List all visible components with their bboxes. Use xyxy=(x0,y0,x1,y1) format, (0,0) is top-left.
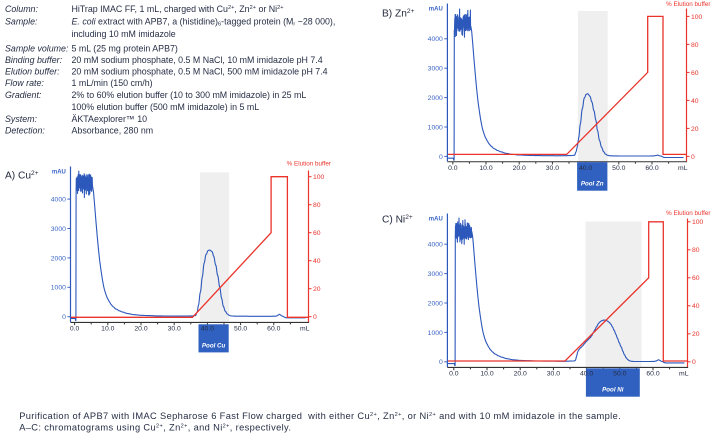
svg-text:0.0: 0.0 xyxy=(448,165,458,172)
svg-text:80: 80 xyxy=(691,42,699,49)
svg-text:20 mM sodium phosphate, 0.5 M: 20 mM sodium phosphate, 0.5 M NaCl, 10 m… xyxy=(72,55,323,65)
svg-text:1000: 1000 xyxy=(428,330,443,337)
svg-text:4000: 4000 xyxy=(51,197,66,204)
svg-text:% Elution buffer: % Elution buffer xyxy=(666,210,710,217)
svg-text:60.0: 60.0 xyxy=(645,165,658,172)
svg-text:Detection:: Detection: xyxy=(5,125,45,135)
svg-text:40: 40 xyxy=(692,303,700,310)
svg-text:100: 100 xyxy=(691,14,703,21)
svg-text:20: 20 xyxy=(313,286,321,293)
svg-text:3000: 3000 xyxy=(51,226,66,233)
svg-text:40: 40 xyxy=(313,258,321,265)
svg-text:A) Cu2+: A) Cu2+ xyxy=(5,170,39,181)
svg-text:0: 0 xyxy=(62,314,66,321)
svg-text:20 mM sodium phosphate, 0.5 M: 20 mM sodium phosphate, 0.5 M NaCl, 500 … xyxy=(72,67,328,77)
svg-text:10.0: 10.0 xyxy=(101,326,114,333)
svg-text:Column:: Column: xyxy=(5,4,38,14)
svg-text:Flow rate:: Flow rate: xyxy=(5,78,44,88)
svg-text:B) Zn2+: B) Zn2+ xyxy=(382,8,415,19)
svg-text:2% to 60% elution buffer (10 t: 2% to 60% elution buffer (10 to 300 mM i… xyxy=(72,90,307,100)
svg-text:Pool Zn: Pool Zn xyxy=(581,181,604,188)
svg-text:mL: mL xyxy=(300,326,310,333)
svg-text:Sample volume:: Sample volume: xyxy=(5,44,69,54)
svg-text:40.0: 40.0 xyxy=(201,326,214,333)
svg-text:0: 0 xyxy=(439,154,443,161)
svg-text:2000: 2000 xyxy=(428,300,443,307)
svg-text:3000: 3000 xyxy=(428,271,443,278)
svg-text:40.0: 40.0 xyxy=(579,165,592,172)
svg-text:0.0: 0.0 xyxy=(70,326,80,333)
svg-text:% Elution buffer: % Elution buffer xyxy=(666,1,710,8)
svg-text:20: 20 xyxy=(692,331,700,338)
svg-text:0: 0 xyxy=(439,359,443,366)
svg-text:30.0: 30.0 xyxy=(546,165,559,172)
svg-text:Purification of APB7 with IMAC: Purification of APB7 with IMAC Sepharose… xyxy=(19,411,621,421)
svg-text:50.0: 50.0 xyxy=(613,371,626,378)
svg-text:100: 100 xyxy=(313,174,325,181)
svg-text:80: 80 xyxy=(313,202,321,209)
svg-text:% Elution buffer: % Elution buffer xyxy=(287,161,331,168)
svg-text:1000: 1000 xyxy=(428,124,443,131)
svg-text:A–C: chromatograms using Cu2+,: A–C: chromatograms using Cu2+, Zn2+, and… xyxy=(19,422,291,432)
svg-text:100: 100 xyxy=(692,219,704,226)
svg-text:10.0: 10.0 xyxy=(480,371,493,378)
svg-text:20.0: 20.0 xyxy=(134,326,147,333)
svg-text:1 mL/min (150 cm/h): 1 mL/min (150 cm/h) xyxy=(72,78,153,88)
svg-text:2000: 2000 xyxy=(428,95,443,102)
svg-text:Binding buffer:: Binding buffer: xyxy=(5,55,63,65)
svg-text:50.0: 50.0 xyxy=(234,326,247,333)
svg-text:0: 0 xyxy=(691,154,695,161)
svg-text:80: 80 xyxy=(692,247,700,254)
svg-text:C) Ni2+: C) Ni2+ xyxy=(382,214,413,225)
svg-text:40: 40 xyxy=(691,98,699,105)
svg-text:mAU: mAU xyxy=(429,7,443,13)
svg-text:3000: 3000 xyxy=(428,66,443,73)
svg-text:HiTrap IMAC FF, 1 mL, charged: HiTrap IMAC FF, 1 mL, charged with Cu2+,… xyxy=(72,4,284,14)
svg-text:mL: mL xyxy=(679,371,689,378)
svg-text:4000: 4000 xyxy=(428,36,443,43)
svg-text:mAU: mAU xyxy=(52,170,66,176)
svg-text:20: 20 xyxy=(691,126,699,133)
svg-text:100% elution buffer (500 mM im: 100% elution buffer (500 mM imidazole) i… xyxy=(72,102,260,112)
svg-text:Pool Ni: Pool Ni xyxy=(602,387,624,394)
svg-text:60.0: 60.0 xyxy=(267,326,280,333)
svg-text:Elution buffer:: Elution buffer: xyxy=(5,67,60,77)
svg-text:60: 60 xyxy=(692,275,700,282)
svg-text:30.0: 30.0 xyxy=(547,371,560,378)
svg-text:60.0: 60.0 xyxy=(646,371,659,378)
svg-text:20.0: 20.0 xyxy=(513,165,526,172)
svg-text:Sample:: Sample: xyxy=(5,17,38,27)
svg-text:ÄKTAexplorer™ 10: ÄKTAexplorer™ 10 xyxy=(72,114,148,124)
svg-text:10.0: 10.0 xyxy=(479,165,492,172)
svg-text:Pool Cu: Pool Cu xyxy=(202,342,226,349)
svg-text:50.0: 50.0 xyxy=(612,165,625,172)
svg-text:60: 60 xyxy=(691,70,699,77)
svg-text:2000: 2000 xyxy=(51,255,66,262)
svg-text:20.0: 20.0 xyxy=(514,371,527,378)
svg-text:0.0: 0.0 xyxy=(449,371,459,378)
svg-text:0: 0 xyxy=(313,314,317,321)
svg-text:60: 60 xyxy=(313,230,321,237)
svg-text:40.0: 40.0 xyxy=(580,371,593,378)
svg-text:5 mL (25 mg protein APB7): 5 mL (25 mg protein APB7) xyxy=(72,44,178,54)
svg-text:30.0: 30.0 xyxy=(168,326,181,333)
svg-text:4000: 4000 xyxy=(428,242,443,249)
svg-text:Absorbance, 280 nm: Absorbance, 280 nm xyxy=(72,125,154,135)
svg-text:E. coli extract with APB7, a (: E. coli extract with APB7, a (histidine)… xyxy=(72,17,336,28)
svg-text:including 10 mM imidazole: including 10 mM imidazole xyxy=(72,29,176,39)
svg-text:1000: 1000 xyxy=(51,285,66,292)
svg-text:0: 0 xyxy=(692,359,696,366)
svg-text:mAU: mAU xyxy=(429,217,443,223)
svg-text:Gradient:: Gradient: xyxy=(5,90,42,100)
svg-text:mL: mL xyxy=(678,165,688,172)
svg-text:System:: System: xyxy=(5,114,37,124)
